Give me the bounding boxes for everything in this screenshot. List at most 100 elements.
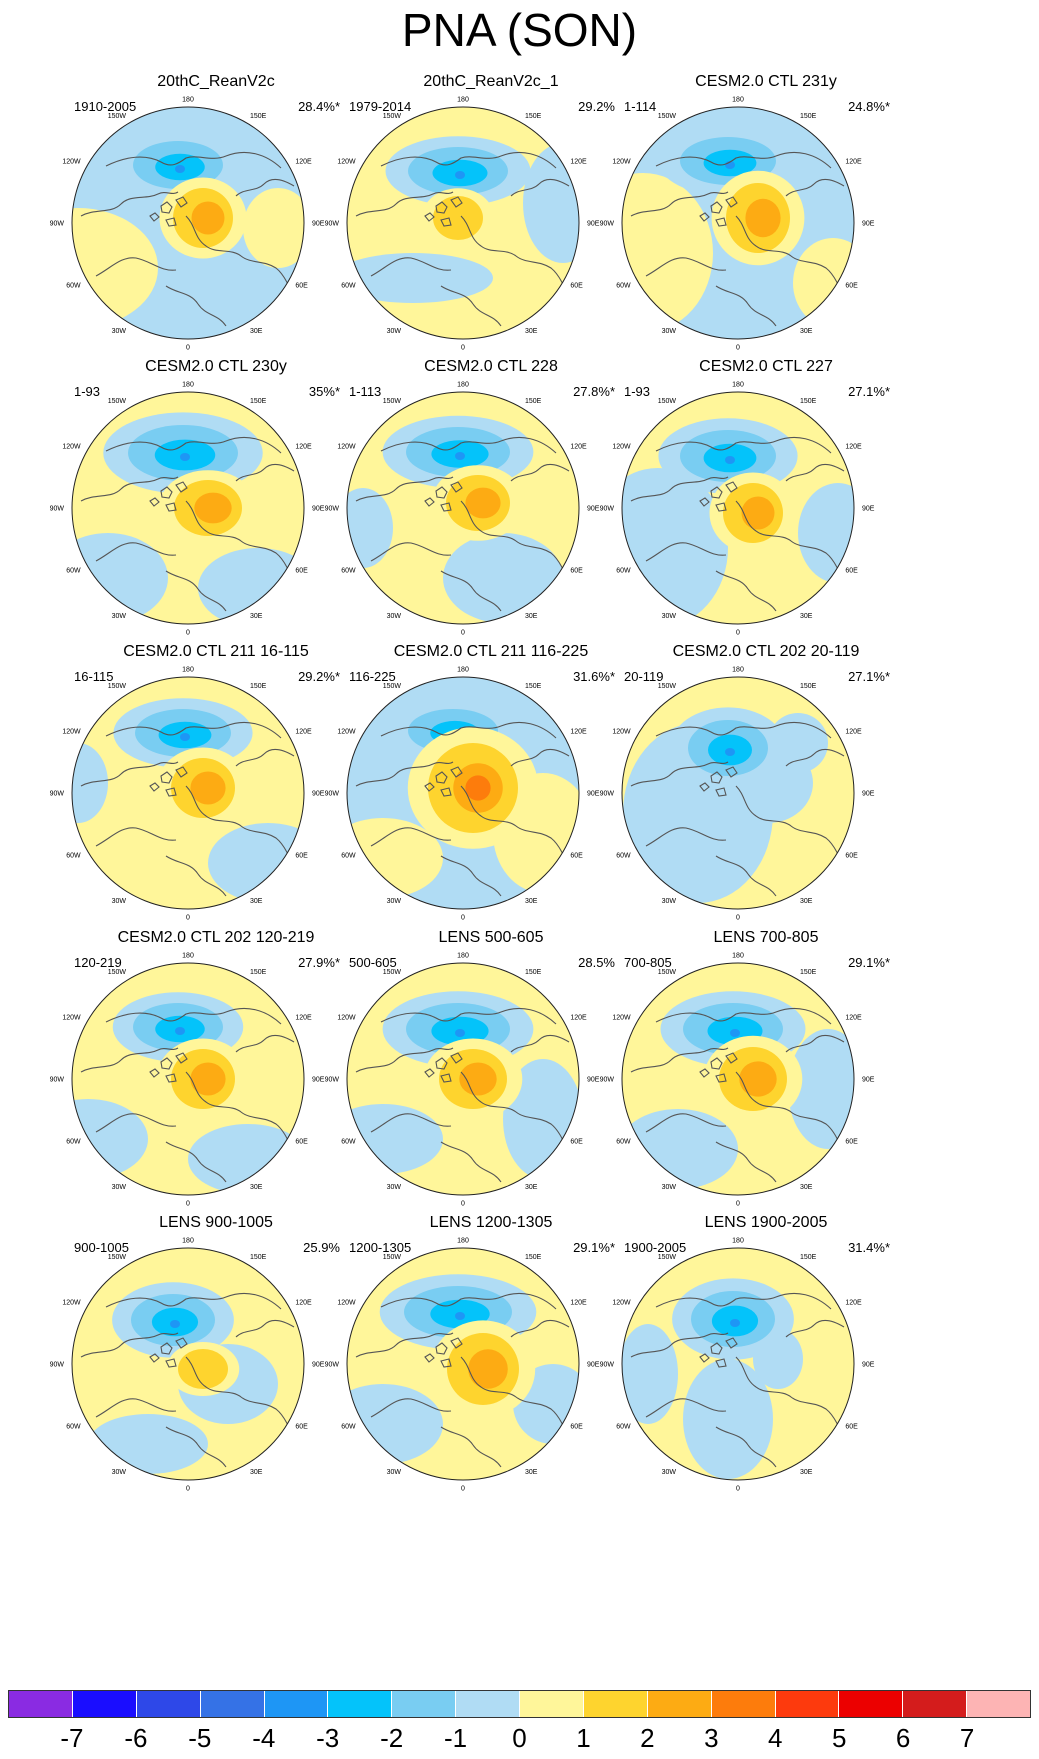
anomaly-contour (768, 713, 828, 773)
map-panel: LENS 700-805 700-805 29.1%* 180 150E 120E 90E 6… (600, 928, 916, 1248)
anomaly-contour (88, 1414, 208, 1474)
panel-explained-variance: 29.1%* (848, 955, 890, 970)
longitude-label: 120E (295, 1300, 312, 1307)
longitude-label: 30W (387, 1184, 402, 1191)
longitude-label: 90W (325, 506, 340, 513)
colorbar-tick: -4 (252, 1723, 276, 1753)
panel-title: CESM2.0 CTL 231y (695, 73, 837, 90)
longitude-label: 30E (800, 1184, 813, 1191)
panel-title: LENS 1200-1305 (429, 1214, 553, 1231)
longitude-label: 60E (295, 1424, 308, 1431)
coastline-overlay (630, 151, 847, 327)
panel-title: CESM2.0 CTL 202 120-219 (117, 929, 315, 946)
longitude-label: 30W (387, 613, 402, 620)
panel-period: 1200-1305 (349, 1240, 412, 1255)
longitude-label: 120E (845, 444, 862, 451)
anomaly-contour (72, 743, 108, 823)
longitude-label: 90W (600, 1362, 615, 1369)
longitude-label: 90E (312, 791, 325, 798)
longitude-label: 120W (62, 1015, 81, 1022)
map-panel: CESM2.0 CTL 211 16-115 16-115 29.2%* 180 150… (50, 642, 366, 962)
anomaly-contour (711, 170, 805, 266)
map-outline (71, 391, 305, 625)
anomaly-contour (243, 188, 304, 268)
longitude-label: 120E (570, 729, 587, 736)
map-panel: LENS 1900-2005 1900-2005 31.4%* 180 150E 120E… (600, 1213, 916, 1533)
map-outline (621, 391, 855, 625)
longitude-label: 90W (600, 221, 615, 228)
panel-title: CESM2.0 CTL 227 (699, 358, 833, 375)
map-outline (71, 106, 305, 340)
longitude-label: 120W (62, 444, 81, 451)
panel-explained-variance: 29.1%* (573, 1240, 615, 1255)
panel-period: 1-113 (349, 384, 382, 399)
longitude-label: 180 (732, 382, 744, 389)
longitude-label: 150W (108, 1254, 127, 1261)
anomaly-contour (431, 465, 525, 541)
panel-explained-variance: 27.1%* (848, 384, 890, 399)
colorbar-swatch (263, 1691, 328, 1717)
longitude-label: 150W (108, 113, 127, 120)
coastline-overlay (630, 721, 847, 897)
longitude-label: 120E (845, 1300, 862, 1307)
coastline-overlay (355, 721, 572, 897)
longitude-label: 150W (383, 1254, 402, 1261)
longitude-label: 120W (337, 1300, 356, 1307)
colorbar-swatch (9, 1691, 72, 1717)
longitude-label: 90E (587, 221, 600, 228)
colorbar-tick-labels: -7 -6 -5 -4 -3 -2 -1 0 1 2 3 4 5 6 7 (0, 1722, 1039, 1756)
colorbar-swatch (902, 1691, 967, 1717)
longitude-label: 90E (312, 1077, 325, 1084)
anomaly-contour (347, 253, 493, 303)
longitude-label: 30W (387, 328, 402, 335)
longitude-label: 90W (325, 221, 340, 228)
longitude-label: 120W (612, 1015, 631, 1022)
panel-title: LENS 700-805 (713, 929, 819, 946)
longitude-label: 90E (862, 1077, 875, 1084)
longitude-label: 150E (525, 398, 542, 405)
longitude-label: 30E (525, 1469, 538, 1476)
longitude-label: 120E (295, 159, 312, 166)
longitude-label: 90E (587, 1077, 600, 1084)
longitude-label: 120W (612, 729, 631, 736)
longitude-label: 150W (658, 398, 677, 405)
longitude-label: 90W (50, 506, 65, 513)
map-panel: CESM2.0 CTL 202 20-119 20-119 27.1%* 180 150… (600, 642, 916, 962)
longitude-label: 150E (800, 113, 817, 120)
colorbar-tick: 7 (959, 1723, 975, 1753)
anomaly-contour (672, 1278, 794, 1360)
longitude-label: 120E (570, 444, 587, 451)
colorbar-tick: 3 (704, 1723, 719, 1753)
longitude-label: 30E (525, 1184, 538, 1191)
longitude-label: 150E (250, 683, 267, 690)
map-outline (71, 1247, 305, 1481)
anomaly-contour (793, 238, 854, 328)
panel-title: CESM2.0 CTL 228 (424, 358, 558, 375)
longitude-label: 150W (108, 969, 127, 976)
map-outline (621, 106, 855, 340)
longitude-label: 60E (570, 1424, 583, 1431)
longitude-label: 60E (845, 1139, 858, 1146)
longitude-label: 180 (182, 1238, 194, 1245)
colorbar-tick: 0 (512, 1723, 527, 1753)
longitude-label: 120W (62, 729, 81, 736)
panel-title: 20thC_ReanV2c (157, 73, 275, 90)
longitude-label: 0 (186, 1201, 190, 1208)
panel-explained-variance: 24.8%* (848, 99, 890, 114)
longitude-label: 180 (182, 667, 194, 674)
anomaly-contour (443, 533, 563, 623)
longitude-label: 150W (383, 113, 402, 120)
longitude-label: 60E (570, 568, 583, 575)
map-outline (346, 106, 580, 340)
longitude-label: 90E (862, 791, 875, 798)
longitude-label: 30W (112, 898, 127, 905)
polar-map: 180 150E 120E 90E 60E 30E 0 30W 60W 90W 120W 150W (50, 953, 325, 1208)
polar-map: 180 150E 120E 90E 60E 30E 0 30W 60W 90W 120W 150W (600, 1238, 875, 1493)
longitude-label: 30E (800, 898, 813, 905)
polar-map: 180 150E 120E 90E 60E 30E 0 30W 60W 90W 120W 150W (600, 667, 875, 922)
longitude-label: 0 (186, 345, 190, 352)
panel-period: 700-805 (624, 955, 672, 970)
longitude-label: 90W (50, 791, 65, 798)
longitude-label: 30W (387, 898, 402, 905)
map-panel: 20thC_ReanV2c_1 1979-2014 29.2% 180 150E 120E… (325, 72, 641, 392)
